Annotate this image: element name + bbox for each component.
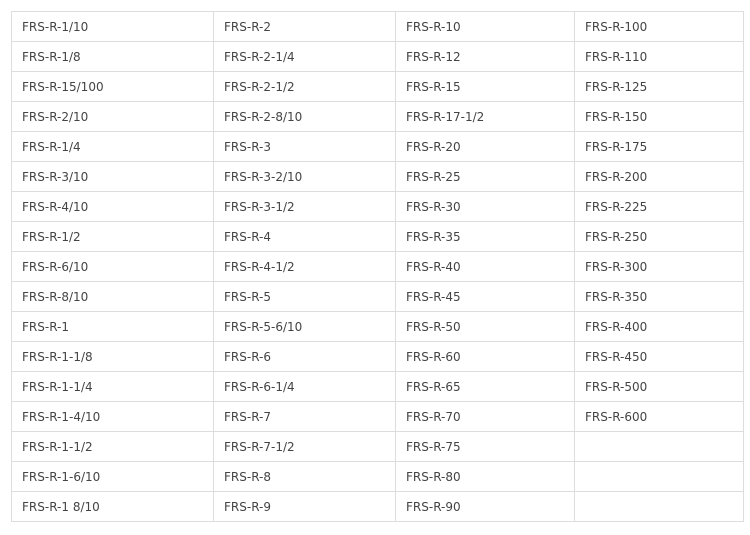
table-row: FRS-R-1 8/10 FRS-R-9 FRS-R-90: [11, 491, 744, 522]
table-cell: FRS-R-75: [395, 431, 575, 462]
table-row: FRS-R-1/10 FRS-R-2 FRS-R-10 FRS-R-100: [11, 11, 744, 42]
table-cell: FRS-R-300: [574, 251, 744, 282]
table-cell: FRS-R-1/10: [11, 11, 214, 42]
table-cell: FRS-R-4/10: [11, 191, 214, 222]
table-cell: FRS-R-65: [395, 371, 575, 402]
table-cell: FRS-R-350: [574, 281, 744, 312]
table-cell: FRS-R-7-1/2: [213, 431, 396, 462]
table-body: FRS-R-1/10 FRS-R-2 FRS-R-10 FRS-R-100 FRS-R-…: [11, 11, 744, 522]
table-row: FRS-R-2/10 FRS-R-2-8/10 FRS-R-17-1/2 FRS-R-…: [11, 101, 744, 132]
table-cell: FRS-R-45: [395, 281, 575, 312]
table-cell: FRS-R-8: [213, 461, 396, 492]
table-cell: FRS-R-2-8/10: [213, 101, 396, 132]
table-row: FRS-R-4/10 FRS-R-3-1/2 FRS-R-30 FRS-R-225: [11, 191, 744, 222]
table-row: FRS-R-6/10 FRS-R-4-1/2 FRS-R-40 FRS-R-300: [11, 251, 744, 282]
table-cell: FRS-R-6-1/4: [213, 371, 396, 402]
table-cell: FRS-R-1-1/4: [11, 371, 214, 402]
table-cell: FRS-R-2-1/2: [213, 71, 396, 102]
table-cell: FRS-R-3/10: [11, 161, 214, 192]
table-cell: FRS-R-70: [395, 401, 575, 432]
table-cell: FRS-R-1 8/10: [11, 491, 214, 522]
table-cell: FRS-R-110: [574, 41, 744, 72]
table-cell: FRS-R-50: [395, 311, 575, 342]
table-row: FRS-R-1-1/8 FRS-R-6 FRS-R-60 FRS-R-450: [11, 341, 744, 372]
table-cell: FRS-R-40: [395, 251, 575, 282]
table-cell: FRS-R-1-4/10: [11, 401, 214, 432]
table-cell: [574, 461, 744, 492]
table-cell: FRS-R-3: [213, 131, 396, 162]
table-cell: FRS-R-150: [574, 101, 744, 132]
table-cell: FRS-R-500: [574, 371, 744, 402]
table-cell: FRS-R-90: [395, 491, 575, 522]
table-row: FRS-R-8/10 FRS-R-5 FRS-R-45 FRS-R-350: [11, 281, 744, 312]
table-cell: FRS-R-400: [574, 311, 744, 342]
table-cell: FRS-R-9: [213, 491, 396, 522]
table-cell: FRS-R-5: [213, 281, 396, 312]
table-cell: FRS-R-25: [395, 161, 575, 192]
table-cell: FRS-R-100: [574, 11, 744, 42]
table-cell: [574, 431, 744, 462]
table-cell: FRS-R-4: [213, 221, 396, 252]
table-cell: FRS-R-175: [574, 131, 744, 162]
table-cell: FRS-R-1-1/8: [11, 341, 214, 372]
part-number-table: FRS-R-1/10 FRS-R-2 FRS-R-10 FRS-R-100 FRS-R-…: [11, 11, 744, 522]
table-cell: FRS-R-450: [574, 341, 744, 372]
table-cell: FRS-R-125: [574, 71, 744, 102]
table-cell: FRS-R-10: [395, 11, 575, 42]
table-cell: FRS-R-35: [395, 221, 575, 252]
table-cell: FRS-R-15/100: [11, 71, 214, 102]
table-row: FRS-R-3/10 FRS-R-3-2/10 FRS-R-25 FRS-R-200: [11, 161, 744, 192]
table-row: FRS-R-1/8 FRS-R-2-1/4 FRS-R-12 FRS-R-110: [11, 41, 744, 72]
table-cell: FRS-R-3-2/10: [213, 161, 396, 192]
table-cell: FRS-R-1-1/2: [11, 431, 214, 462]
table-cell: FRS-R-60: [395, 341, 575, 372]
table-row: FRS-R-1-6/10 FRS-R-8 FRS-R-80: [11, 461, 744, 492]
table-cell: FRS-R-2/10: [11, 101, 214, 132]
table-cell: FRS-R-225: [574, 191, 744, 222]
table-cell: FRS-R-1: [11, 311, 214, 342]
table-cell: FRS-R-3-1/2: [213, 191, 396, 222]
table-row: FRS-R-1-4/10 FRS-R-7 FRS-R-70 FRS-R-600: [11, 401, 744, 432]
table-cell: FRS-R-20: [395, 131, 575, 162]
table-cell: FRS-R-1/2: [11, 221, 214, 252]
table-row: FRS-R-1-1/2 FRS-R-7-1/2 FRS-R-75: [11, 431, 744, 462]
table-row: FRS-R-1/2 FRS-R-4 FRS-R-35 FRS-R-250: [11, 221, 744, 252]
table-cell: FRS-R-1-6/10: [11, 461, 214, 492]
table-row: FRS-R-1-1/4 FRS-R-6-1/4 FRS-R-65 FRS-R-500: [11, 371, 744, 402]
table-row: FRS-R-15/100 FRS-R-2-1/2 FRS-R-15 FRS-R-125: [11, 71, 744, 102]
table-cell: FRS-R-250: [574, 221, 744, 252]
table-cell: FRS-R-2-1/4: [213, 41, 396, 72]
table-cell: FRS-R-1/4: [11, 131, 214, 162]
table-cell: FRS-R-6/10: [11, 251, 214, 282]
table-cell: [574, 491, 744, 522]
table-cell: FRS-R-600: [574, 401, 744, 432]
table-cell: FRS-R-200: [574, 161, 744, 192]
table-cell: FRS-R-7: [213, 401, 396, 432]
table-row: FRS-R-1/4 FRS-R-3 FRS-R-20 FRS-R-175: [11, 131, 744, 162]
table-cell: FRS-R-1/8: [11, 41, 214, 72]
table-cell: FRS-R-5-6/10: [213, 311, 396, 342]
table-cell: FRS-R-4-1/2: [213, 251, 396, 282]
table-cell: FRS-R-80: [395, 461, 575, 492]
table-cell: FRS-R-12: [395, 41, 575, 72]
table-cell: FRS-R-15: [395, 71, 575, 102]
table-cell: FRS-R-30: [395, 191, 575, 222]
table-cell: FRS-R-8/10: [11, 281, 214, 312]
table-row: FRS-R-1 FRS-R-5-6/10 FRS-R-50 FRS-R-400: [11, 311, 744, 342]
table-cell: FRS-R-2: [213, 11, 396, 42]
table-cell: FRS-R-6: [213, 341, 396, 372]
table-cell: FRS-R-17-1/2: [395, 101, 575, 132]
